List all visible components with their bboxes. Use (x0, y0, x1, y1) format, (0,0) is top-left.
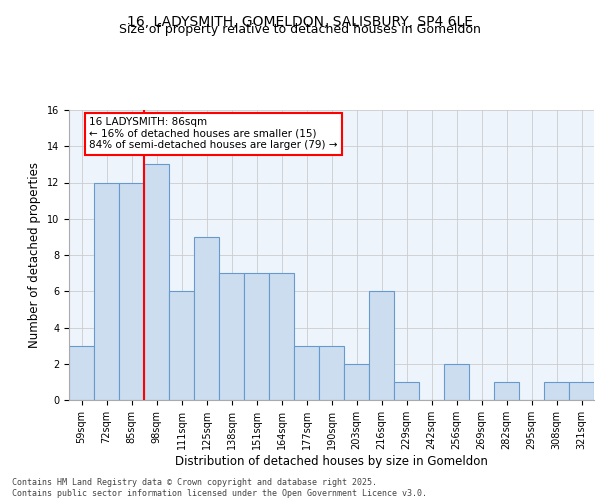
Bar (294, 346, 319, 400)
Bar (394, 382, 419, 400)
Y-axis label: Number of detached properties: Number of detached properties (28, 162, 41, 348)
Bar (94, 182, 119, 400)
Bar (244, 273, 269, 400)
Bar (444, 364, 469, 400)
Bar (344, 364, 369, 400)
Bar (144, 164, 169, 400)
Bar (119, 182, 144, 400)
X-axis label: Distribution of detached houses by size in Gomeldon: Distribution of detached houses by size … (175, 454, 488, 468)
Text: Size of property relative to detached houses in Gomeldon: Size of property relative to detached ho… (119, 22, 481, 36)
Bar (69, 346, 94, 400)
Bar (544, 382, 569, 400)
Bar (569, 382, 594, 400)
Bar (269, 273, 294, 400)
Bar (319, 346, 344, 400)
Text: 16, LADYSMITH, GOMELDON, SALISBURY, SP4 6LE: 16, LADYSMITH, GOMELDON, SALISBURY, SP4 … (127, 15, 473, 29)
Text: Contains HM Land Registry data © Crown copyright and database right 2025.
Contai: Contains HM Land Registry data © Crown c… (12, 478, 427, 498)
Bar (494, 382, 519, 400)
Bar (219, 273, 244, 400)
Bar (369, 291, 394, 400)
Bar (169, 291, 194, 400)
Bar (194, 237, 219, 400)
Text: 16 LADYSMITH: 86sqm
← 16% of detached houses are smaller (15)
84% of semi-detach: 16 LADYSMITH: 86sqm ← 16% of detached ho… (89, 117, 337, 150)
